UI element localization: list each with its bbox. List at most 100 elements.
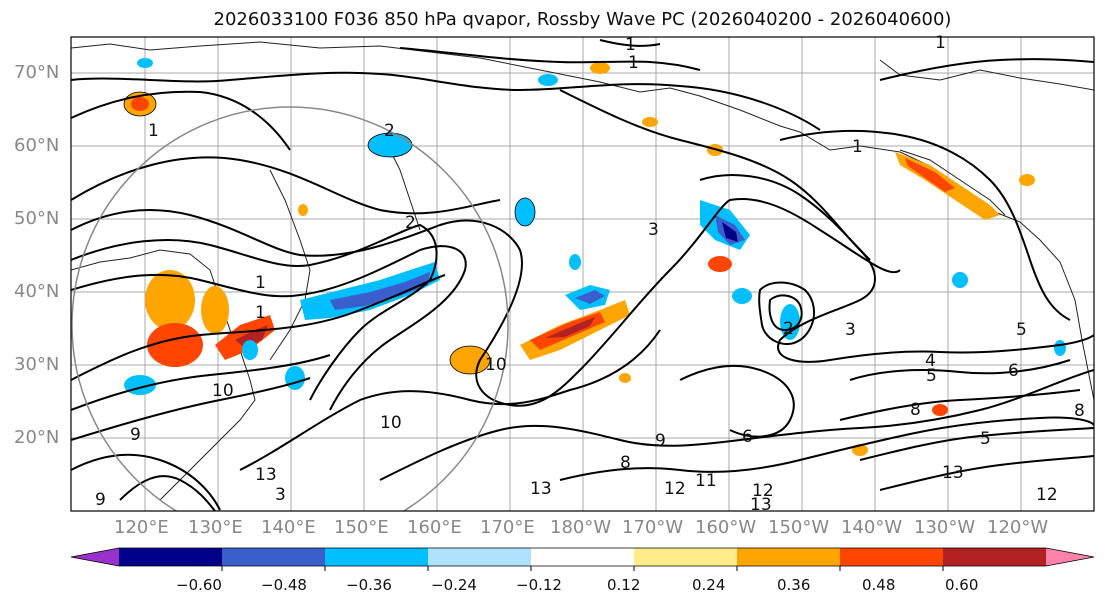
colorbar-tick-label: −0.60 <box>176 576 222 594</box>
contour-label: 5 <box>926 366 937 386</box>
contour-label: 5 <box>1016 320 1027 340</box>
positive-anomaly-core <box>131 97 149 111</box>
positive-anomaly-core <box>905 158 955 192</box>
contour-label: 3 <box>845 320 856 340</box>
lon-label: 130°W <box>914 517 976 538</box>
negative-anomaly-region <box>732 288 752 304</box>
contour-label: 12 <box>664 479 686 499</box>
colorbar-extend-high <box>1046 548 1094 566</box>
contour-label: 8 <box>910 400 921 420</box>
positive-anomaly-region <box>298 204 308 216</box>
colorbar-segment <box>531 548 635 566</box>
positive-anomaly-core <box>932 404 948 416</box>
contour-label: 3 <box>275 485 286 505</box>
positive-anomaly-region <box>145 270 195 330</box>
colorbar-tick-label: 0.48 <box>862 576 896 594</box>
contour-label: 1 <box>625 35 636 55</box>
contour-label: 1 <box>255 303 266 323</box>
colorbar-tick-label: 0.36 <box>777 576 811 594</box>
positive-anomaly-core <box>708 256 732 272</box>
colorbar-tick-label: 0.12 <box>607 576 641 594</box>
contour-label: 13 <box>750 495 772 515</box>
contour-label: 9 <box>95 490 106 510</box>
positive-anomaly-region <box>1019 174 1035 186</box>
contour-label: 1 <box>628 53 639 73</box>
negative-anomaly-region <box>242 340 258 360</box>
contour-label: 12 <box>1036 485 1058 505</box>
contour-label: 12 <box>752 481 774 501</box>
colorbar-tick-label: −0.48 <box>261 576 307 594</box>
contour-label: 1 <box>852 137 863 157</box>
qvapor-anomaly-shading <box>124 58 1066 456</box>
positive-anomaly-region <box>642 117 658 127</box>
negative-anomaly-peak <box>722 222 738 242</box>
contour-label: 3 <box>648 220 659 240</box>
contour-label: 13 <box>530 479 552 499</box>
colorbar-segment <box>119 548 223 566</box>
lat-label: 70°N <box>14 62 60 83</box>
positive-anomaly-peak <box>545 317 595 338</box>
lon-label: 150°W <box>768 517 830 538</box>
contour-label: 10 <box>485 355 507 375</box>
lat-label: 30°N <box>14 354 60 375</box>
lon-label: 170°W <box>622 517 684 538</box>
colorbar-segment <box>634 548 738 566</box>
lon-label: 160°E <box>407 517 462 538</box>
contour-label: 8 <box>620 453 631 473</box>
contour-label: 1 <box>255 273 266 293</box>
contour-label: 1 <box>148 121 159 141</box>
contour-label: 6 <box>742 427 753 447</box>
colorbar-segment <box>943 548 1047 566</box>
colorbar-segment <box>840 548 944 566</box>
colorbar-segment <box>222 548 326 566</box>
colorbar-extend-low <box>71 548 119 566</box>
colorbar-tick-label: 0.24 <box>692 576 726 594</box>
contour-label: 9 <box>130 425 141 445</box>
lon-label: 120°W <box>987 517 1049 538</box>
contour-label: 8 <box>1074 401 1085 421</box>
negative-anomaly-region <box>1054 340 1066 356</box>
colorbar-segment <box>325 548 429 566</box>
lat-label: 50°N <box>14 208 60 229</box>
colorbar-outline <box>70 547 1095 567</box>
positive-anomaly-region <box>201 286 229 334</box>
negative-anomaly-region <box>137 58 153 68</box>
negative-anomaly-region <box>538 74 558 86</box>
lat-label: 40°N <box>14 281 60 302</box>
figure-title: 2026033100 F036 850 hPa qvapor, Rossby W… <box>213 9 952 30</box>
colorbar-segment <box>737 548 841 566</box>
contour-labels: 1 1 1 1 2 3 1 2 3 1 5 4 6 8 5 10 10 9 8 … <box>95 33 1085 515</box>
contour-label: 4 <box>925 351 936 371</box>
colorbar-tick-label: 0.60 <box>945 576 979 594</box>
lat-label: 60°N <box>14 135 60 156</box>
map-frame <box>70 36 1095 512</box>
lon-label: 130°E <box>188 517 243 538</box>
colorbar-tick-label: −0.24 <box>431 576 477 594</box>
contour-label: 2 <box>783 319 794 339</box>
contour-label: 13 <box>942 463 964 483</box>
wave-packet-circle <box>71 106 509 511</box>
negative-anomaly-region <box>515 198 535 226</box>
contour-label: 13 <box>255 465 277 485</box>
contour-label: 9 <box>655 431 666 451</box>
lon-label: 170°E <box>480 517 535 538</box>
contour-label: 10 <box>212 381 234 401</box>
negative-anomaly-region <box>368 133 412 157</box>
positive-anomaly-region <box>590 62 610 74</box>
positive-anomaly-region <box>450 346 490 374</box>
negative-anomaly-core <box>330 272 430 310</box>
contour-label: 11 <box>695 471 717 491</box>
positive-anomaly-core <box>147 323 203 367</box>
negative-anomaly-region <box>952 272 968 288</box>
anomaly-contour-outlines <box>123 91 536 375</box>
lat-label: 20°N <box>14 427 60 448</box>
contour-lines <box>71 39 1094 511</box>
lon-label: 160°W <box>695 517 757 538</box>
negative-anomaly-core <box>575 290 605 304</box>
contour-label: 10 <box>380 413 402 433</box>
positive-anomaly-region <box>619 373 631 383</box>
colorbar-tick-label: −0.12 <box>516 576 562 594</box>
colorbar-tick-label: −0.36 <box>346 576 392 594</box>
